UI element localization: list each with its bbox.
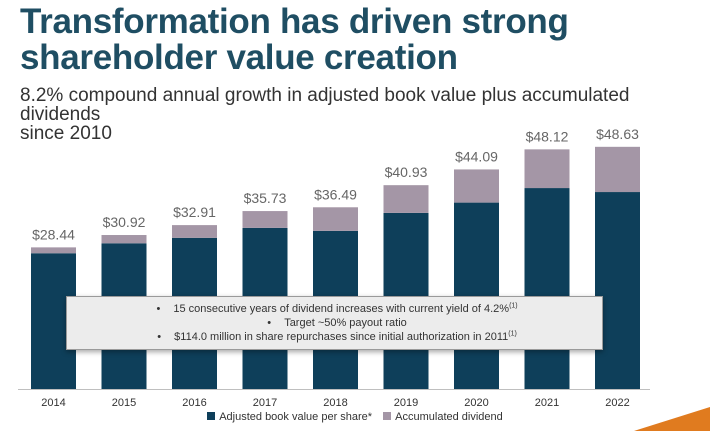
total-label-2020: $44.09 — [455, 148, 498, 164]
bar-dividend-2022 — [595, 146, 640, 193]
footnote-marker: (1) — [508, 330, 517, 338]
subtitle-line-2: since 2010 — [20, 123, 112, 144]
title-line-2: shareholder value creation — [20, 38, 458, 77]
total-label-2021: $48.12 — [526, 128, 569, 144]
bar-book-value-2021 — [524, 188, 570, 389]
total-label-2015: $30.92 — [103, 214, 146, 230]
x-tick-label-2015: 2015 — [112, 397, 136, 409]
x-tick-label-2022: 2022 — [605, 397, 629, 409]
bullet-icon: • — [267, 317, 272, 329]
legend-label-dividend: Accumulated dividend — [395, 411, 503, 423]
bar-book-value-2020 — [454, 202, 499, 389]
x-tick-label-2019: 2019 — [394, 397, 418, 409]
bar-dividend-2014 — [31, 247, 76, 254]
callout-line-3-text: $114.0 million in share repurchases sinc… — [174, 331, 509, 343]
bullet-icon: • — [157, 331, 162, 343]
total-label-2019: $40.93 — [385, 164, 428, 180]
total-label-2022: $48.63 — [596, 126, 639, 142]
highlights-callout: • 15 consecutive years of dividend increa… — [66, 296, 603, 350]
bar-dividend-2018 — [313, 207, 358, 231]
x-tick-label-2017: 2017 — [253, 397, 277, 409]
bar-dividend-2016 — [172, 225, 217, 238]
legend-item-book-value: Adjusted book value per share* — [207, 410, 372, 424]
bar-dividend-2020 — [454, 169, 499, 203]
chart-legend: Adjusted book value per share* Accumulat… — [0, 410, 710, 424]
subtitle-line-1: 8.2% compound annual growth in adjusted … — [20, 85, 630, 125]
total-label-2016: $32.91 — [173, 204, 216, 220]
bar-dividend-2021 — [524, 149, 570, 189]
title-line-1: Transformation has driven strong — [20, 2, 569, 41]
callout-line-2-text: Target ~50% payout ratio — [284, 317, 407, 329]
footnote-marker: (1) — [509, 302, 518, 310]
total-label-2018: $36.49 — [314, 186, 357, 202]
x-tick-label-2014: 2014 — [41, 397, 65, 409]
legend-swatch-book-value — [207, 412, 216, 420]
x-tick-label-2018: 2018 — [323, 397, 347, 409]
bar-dividend-2017 — [242, 211, 288, 228]
corner-accent-triangle — [634, 407, 710, 431]
x-tick-label-2021: 2021 — [535, 397, 559, 409]
callout-line-1-text: 15 consecutive years of dividend increas… — [173, 303, 510, 315]
page-subtitle: 8.2% compound annual growth in adjusted … — [20, 86, 700, 143]
legend-item-dividend: Accumulated dividend — [383, 410, 503, 424]
callout-item-share-repurchases: • $114.0 million in share repurchases sin… — [67, 330, 602, 344]
total-label-2017: $35.73 — [244, 190, 287, 206]
bar-book-value-2022 — [595, 192, 640, 389]
bar-dividend-2015 — [101, 235, 147, 244]
total-label-2014: $28.44 — [32, 226, 75, 242]
callout-item-dividend-increases: • 15 consecutive years of dividend increa… — [67, 302, 602, 316]
x-tick-label-2020: 2020 — [464, 397, 488, 409]
page-title: Transformation has driven strong shareho… — [20, 4, 700, 76]
x-tick-label-2016: 2016 — [182, 397, 206, 409]
bullet-icon: • — [156, 303, 161, 315]
legend-label-book-value: Adjusted book value per share* — [219, 411, 373, 423]
legend-swatch-dividend — [383, 412, 392, 420]
bar-dividend-2019 — [383, 185, 429, 213]
callout-item-payout-ratio: • Target ~50% payout ratio — [67, 316, 602, 330]
